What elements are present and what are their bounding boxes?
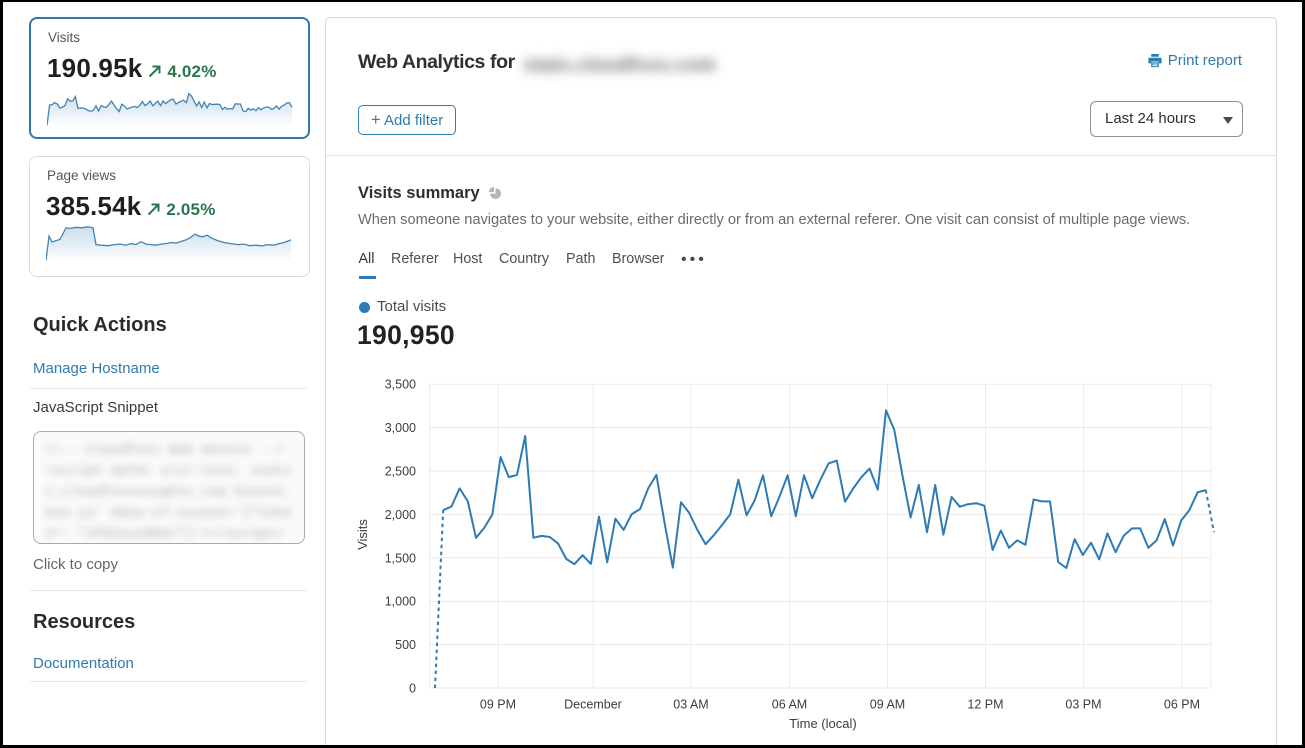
svg-text:1,000: 1,000 (385, 594, 416, 608)
svg-text:Visits: Visits (356, 518, 370, 549)
svg-text:03 PM: 03 PM (1065, 697, 1101, 711)
svg-text:500: 500 (395, 638, 416, 652)
svg-text:2,500: 2,500 (385, 464, 416, 478)
svg-text:2,000: 2,000 (385, 507, 416, 521)
svg-text:3,500: 3,500 (385, 377, 416, 391)
svg-text:09 AM: 09 AM (870, 697, 905, 711)
svg-text:1,500: 1,500 (385, 551, 416, 565)
svg-text:3,000: 3,000 (385, 421, 416, 435)
svg-text:03 AM: 03 AM (673, 697, 708, 711)
svg-text:0: 0 (409, 681, 416, 695)
svg-text:Time (local): Time (local) (789, 716, 856, 731)
svg-text:06 PM: 06 PM (1164, 697, 1200, 711)
svg-text:12 PM: 12 PM (967, 697, 1003, 711)
svg-text:06 AM: 06 AM (772, 697, 807, 711)
svg-text:09 PM: 09 PM (480, 697, 516, 711)
svg-text:December: December (564, 697, 622, 711)
